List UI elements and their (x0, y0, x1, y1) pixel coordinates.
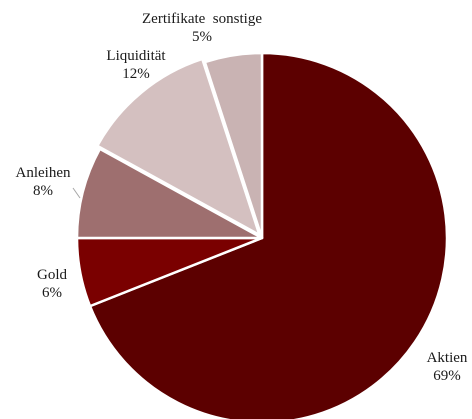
pie-slice-liquidität (96, 57, 261, 237)
slice-label-value: 69% (433, 368, 461, 384)
slice-label-value: 6% (42, 285, 62, 301)
slice-label-name: Aktien (427, 350, 468, 366)
leader-lines (72, 187, 81, 199)
slice-label-name: Liquidität (106, 48, 166, 64)
slice-label-liquidität: Liquidität 12% (106, 48, 166, 82)
pie-slices (75, 51, 449, 419)
slice-label-gold: Gold 6% (37, 267, 68, 301)
slice-label-name: Gold (37, 267, 68, 283)
leader-line-anleihen (72, 187, 81, 199)
slice-label-aktien: Aktien 69% (427, 350, 468, 384)
slice-label-zertifikate-sonstige: Zertifikate sonstige 5% (142, 11, 262, 45)
slice-label-name: Anleihen (16, 165, 71, 181)
slice-label-value: 12% (122, 66, 150, 82)
pie-slice-aktien (88, 51, 449, 419)
pie-slice-anleihen (75, 147, 264, 240)
slice-labels: Aktien 69% Gold 6% Anleihen 8% Liquidität 12% Ze… (16, 11, 468, 384)
slice-label-value: 5% (192, 29, 212, 45)
slice-label-name: Zertifikate sonstige (142, 11, 262, 27)
slice-label-value: 8% (33, 183, 53, 199)
slice-label-anleihen: Anleihen 8% (16, 165, 71, 199)
pie-slice-zertifikate-sonstige (203, 51, 264, 240)
